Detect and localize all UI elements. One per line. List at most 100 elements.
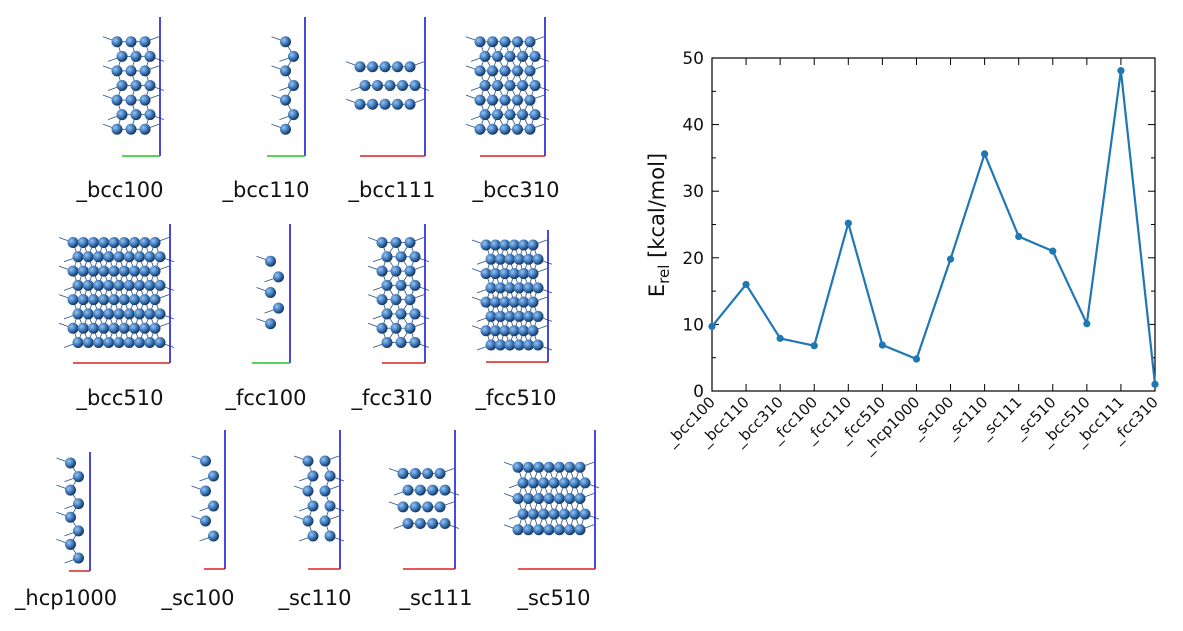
atom bbox=[118, 322, 130, 334]
atom bbox=[527, 508, 539, 520]
atom bbox=[118, 237, 130, 248]
data-point-fcc100 bbox=[810, 342, 818, 350]
structure-label: _sc100 bbox=[161, 586, 235, 610]
atom bbox=[65, 484, 76, 496]
atom bbox=[518, 325, 530, 337]
atom bbox=[88, 294, 99, 306]
atom bbox=[504, 50, 516, 62]
atom bbox=[307, 470, 319, 482]
atom bbox=[512, 36, 523, 48]
atom bbox=[499, 239, 511, 251]
y-tick-label: 0 bbox=[693, 382, 704, 402]
atom bbox=[125, 94, 137, 106]
atom bbox=[492, 50, 503, 62]
atom bbox=[302, 515, 314, 527]
atom bbox=[139, 65, 151, 77]
atom bbox=[265, 287, 276, 298]
atom bbox=[390, 237, 402, 248]
atom bbox=[504, 339, 516, 351]
atom bbox=[548, 477, 560, 489]
atom bbox=[82, 308, 94, 320]
structure-label: _hcp1000 bbox=[14, 586, 118, 610]
atom-group bbox=[474, 36, 541, 135]
atom bbox=[103, 279, 115, 291]
atom bbox=[82, 279, 94, 291]
atom bbox=[499, 123, 511, 135]
atom bbox=[487, 65, 498, 77]
atom bbox=[108, 265, 120, 277]
atom bbox=[113, 279, 125, 291]
atom bbox=[367, 61, 378, 73]
atom bbox=[579, 477, 591, 489]
atom bbox=[77, 294, 89, 306]
atom bbox=[404, 322, 416, 334]
atom bbox=[73, 498, 84, 510]
atom bbox=[379, 61, 391, 73]
structure-fcc100 bbox=[240, 222, 300, 367]
atom bbox=[379, 98, 391, 110]
atom bbox=[533, 493, 545, 504]
y-tick-label: 30 bbox=[682, 182, 704, 202]
atom bbox=[527, 296, 539, 308]
data-point-hcp1000 bbox=[912, 355, 921, 363]
atom bbox=[569, 508, 581, 520]
atom bbox=[487, 94, 498, 106]
atom bbox=[265, 255, 276, 267]
atom bbox=[522, 524, 534, 536]
structure-sc100 bbox=[175, 428, 235, 573]
atom bbox=[288, 109, 299, 121]
atom bbox=[149, 237, 161, 248]
atom bbox=[564, 461, 576, 473]
atom bbox=[72, 308, 84, 320]
atom bbox=[134, 337, 145, 348]
data-point-bcc111 bbox=[1117, 67, 1125, 75]
atom-group bbox=[200, 455, 219, 542]
atom bbox=[144, 279, 156, 291]
data-point-sc111 bbox=[1015, 232, 1023, 241]
atom bbox=[543, 461, 555, 473]
atom bbox=[273, 271, 284, 283]
atom bbox=[367, 98, 378, 110]
atom bbox=[73, 525, 84, 537]
atom bbox=[134, 279, 145, 291]
atom bbox=[517, 50, 528, 62]
atom bbox=[485, 339, 497, 351]
atom bbox=[208, 500, 219, 512]
atom bbox=[376, 322, 388, 334]
atom bbox=[200, 515, 211, 527]
data-point-fcc110 bbox=[844, 219, 852, 227]
atom bbox=[108, 237, 120, 248]
atom bbox=[409, 279, 421, 291]
atom bbox=[392, 98, 403, 110]
atom bbox=[324, 470, 336, 482]
atom bbox=[113, 251, 125, 263]
atom bbox=[392, 61, 403, 73]
atom bbox=[479, 50, 491, 62]
data-point-fcc510 bbox=[878, 341, 886, 349]
atom bbox=[302, 485, 314, 497]
atom bbox=[98, 294, 110, 306]
atom bbox=[129, 322, 140, 334]
atom bbox=[139, 237, 151, 248]
atom bbox=[280, 123, 291, 135]
atom bbox=[512, 123, 523, 135]
atom bbox=[513, 282, 525, 294]
structure-bcc110 bbox=[225, 15, 315, 160]
structure-panel: _bcc100 _bcc110 _bcc111 _bcc310 _bcc510 … bbox=[14, 15, 600, 610]
atom-group bbox=[280, 36, 299, 135]
atom bbox=[98, 265, 110, 277]
structure-label: _sc111 bbox=[399, 586, 473, 610]
atom bbox=[518, 239, 530, 251]
atom bbox=[154, 279, 166, 291]
atom bbox=[517, 508, 529, 520]
structure-label: _fcc100 bbox=[225, 386, 307, 410]
atom bbox=[113, 308, 125, 320]
atom bbox=[538, 477, 550, 489]
atom bbox=[480, 268, 492, 280]
atom bbox=[512, 461, 524, 473]
atom-group bbox=[397, 468, 451, 529]
atom bbox=[513, 253, 525, 265]
atom bbox=[489, 325, 501, 337]
atom bbox=[129, 294, 140, 306]
atom bbox=[73, 552, 84, 564]
